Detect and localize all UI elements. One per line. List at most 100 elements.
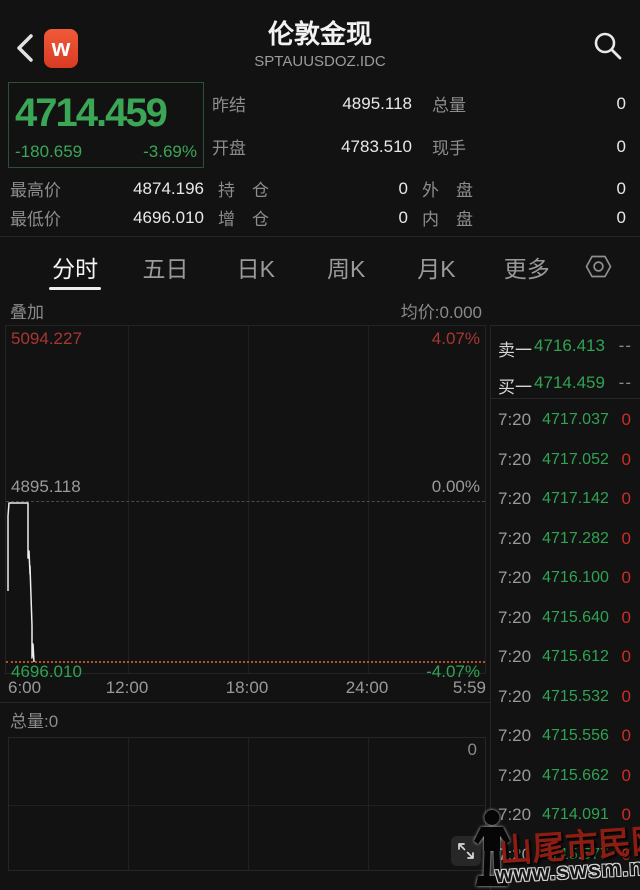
- trade-volume: 0: [621, 528, 631, 548]
- gridline-vertical: [128, 326, 129, 673]
- chart-settings-button[interactable]: [572, 237, 626, 296]
- trade-price: 4714.091: [542, 806, 609, 823]
- trade-row: 7:20 4715.532 0: [491, 677, 640, 717]
- time-axis: 6:00 12:00 18:00 24:00 5:59: [5, 678, 486, 700]
- tab-label: 分时: [52, 255, 99, 282]
- trade-row: 7:20 4715.662 0: [491, 756, 640, 796]
- trade-volume: 0: [621, 647, 631, 666]
- stat-value: 0: [398, 207, 408, 227]
- trade-time: 7:20: [498, 410, 532, 429]
- trade-time: 7:20: [498, 844, 532, 864]
- field-value: 4895.118: [342, 93, 412, 113]
- field-value: 0: [616, 93, 626, 113]
- back-icon[interactable]: [12, 32, 38, 64]
- volume-scale-max: 0: [467, 740, 477, 759]
- stat-value: 0: [616, 207, 626, 227]
- page-title: 伦敦金现: [267, 19, 372, 49]
- trade-row: 7:20 4717.037 0: [491, 400, 640, 440]
- trade-volume: 0: [621, 410, 631, 429]
- price-change: -180.659: [15, 142, 83, 161]
- last-price: 4714.459: [15, 91, 168, 135]
- trade-volume: 0: [621, 844, 631, 864]
- tab-item[interactable]: 更多: [482, 237, 572, 296]
- quote-fields: 昨结 4895.118 总量 0 开盘 4783.510 现手 0: [204, 82, 640, 168]
- trade-time: 7:20: [498, 726, 532, 745]
- expand-chart-button[interactable]: [451, 836, 481, 866]
- chart-tabbar: 分时 五日 日K 周K 月K 更多: [0, 237, 640, 296]
- overlay-button[interactable]: 叠加: [10, 303, 44, 322]
- x-tick: 6:00: [8, 678, 42, 697]
- trade-time: 7:20: [498, 765, 532, 785]
- section-divider: [491, 398, 640, 399]
- trade-row: 7:20 4716.100 0: [491, 558, 640, 598]
- tab-item[interactable]: 日K: [211, 237, 301, 296]
- pct-axis-max: 4.07%: [431, 329, 480, 348]
- intraday-price-chart[interactable]: 5094.227 4.07% 4895.118 0.00% 4696.010 -…: [5, 325, 486, 681]
- tab-label: 月K: [417, 255, 456, 282]
- tab-label: 日K: [236, 255, 275, 282]
- quote-summary: 4714.459 -180.659 -3.69% 昨结 4895.118 总量 …: [0, 80, 640, 172]
- trade-volume: 0: [621, 568, 631, 587]
- stat-label: 增 仓: [218, 210, 269, 229]
- trade-time: 7:20: [498, 647, 532, 666]
- app-logo-letter: w: [51, 34, 71, 62]
- average-price-label: 均价:0.000: [400, 303, 482, 322]
- search-icon[interactable]: [592, 30, 624, 62]
- gridline-vertical: [368, 738, 369, 870]
- tab-item[interactable]: 分时: [30, 237, 120, 296]
- trade-price: 4715.640: [542, 608, 609, 626]
- tab-item[interactable]: 月K: [391, 237, 481, 296]
- field-label: 昨结: [212, 96, 246, 115]
- trade-volume: 0: [621, 449, 631, 469]
- price-change-pct: -3.69%: [143, 142, 197, 161]
- trade-price: 4715.532: [542, 687, 609, 705]
- expand-arrows-icon: [458, 843, 474, 859]
- field-value: 0: [616, 136, 626, 156]
- price-line: [7, 502, 35, 663]
- bid-row: 买一 4714.459 --: [491, 366, 640, 400]
- stat-value: 4874.196: [133, 178, 204, 198]
- app-header: w 伦敦金现 SPTAUUSDOZ.IDC: [0, 0, 640, 80]
- gridline-vertical: [248, 326, 249, 673]
- stat-value: 0: [398, 178, 408, 198]
- field-label: 开盘: [212, 139, 246, 158]
- stat-label: 最高价: [10, 181, 61, 200]
- trade-volume: 0: [621, 686, 631, 706]
- chart-area: 叠加 均价:0.000 5094.227 4.07% 4895.118 0.00…: [0, 296, 640, 890]
- stat-label: 最低价: [10, 210, 61, 229]
- trade-volume: 0: [621, 805, 631, 824]
- trade-list[interactable]: 7:20 4717.037 0 7:20 4717.052 0 7:20 471…: [491, 400, 640, 874]
- trade-time: 7:20: [498, 568, 532, 587]
- trade-time: 7:20: [498, 805, 532, 824]
- app-logo[interactable]: w: [44, 29, 78, 68]
- bid-price: 4714.459: [534, 373, 605, 392]
- ask-label: 卖一: [498, 341, 532, 360]
- trade-price: 4717.037: [542, 411, 609, 428]
- quote-stats: 最高价 4874.196 持 仓 0 外 盘 0 最低价 4696.010 增 …: [0, 172, 640, 233]
- trade-row: 7:20 4715.612 0: [491, 637, 640, 677]
- y-axis-max: 5094.227: [11, 329, 82, 348]
- section-divider: [0, 702, 490, 703]
- trade-time: 7:20: [498, 528, 532, 548]
- tab-label: 更多: [503, 255, 550, 282]
- trade-time: 7:20: [498, 489, 532, 508]
- x-tick: 12:00: [105, 678, 149, 697]
- gridline-vertical: [248, 738, 249, 870]
- bid-volume: --: [618, 373, 632, 392]
- tab-item[interactable]: 周K: [301, 237, 391, 296]
- pct-axis-mid: 0.00%: [431, 477, 480, 496]
- y-axis-mid: 4895.118: [11, 477, 81, 496]
- ask-price: 4716.413: [534, 336, 605, 355]
- trade-time: 7:20: [498, 449, 532, 469]
- trade-volume: 0: [621, 607, 631, 627]
- tab-item[interactable]: 五日: [120, 237, 210, 296]
- stat-label: 持 仓: [218, 181, 269, 200]
- trade-volume: 0: [621, 726, 631, 745]
- stat-value: 4696.010: [133, 207, 204, 227]
- volume-chart[interactable]: 0: [8, 737, 486, 871]
- trade-row: 7:20 4715.556 0: [491, 716, 640, 756]
- trade-row: 7:20 4714.091 0: [491, 795, 640, 835]
- x-tick: 18:00: [225, 678, 269, 697]
- trade-row: 7:20 4715.577 0: [491, 835, 640, 875]
- instrument-code: SPTAUUSDOZ.IDC: [254, 53, 386, 70]
